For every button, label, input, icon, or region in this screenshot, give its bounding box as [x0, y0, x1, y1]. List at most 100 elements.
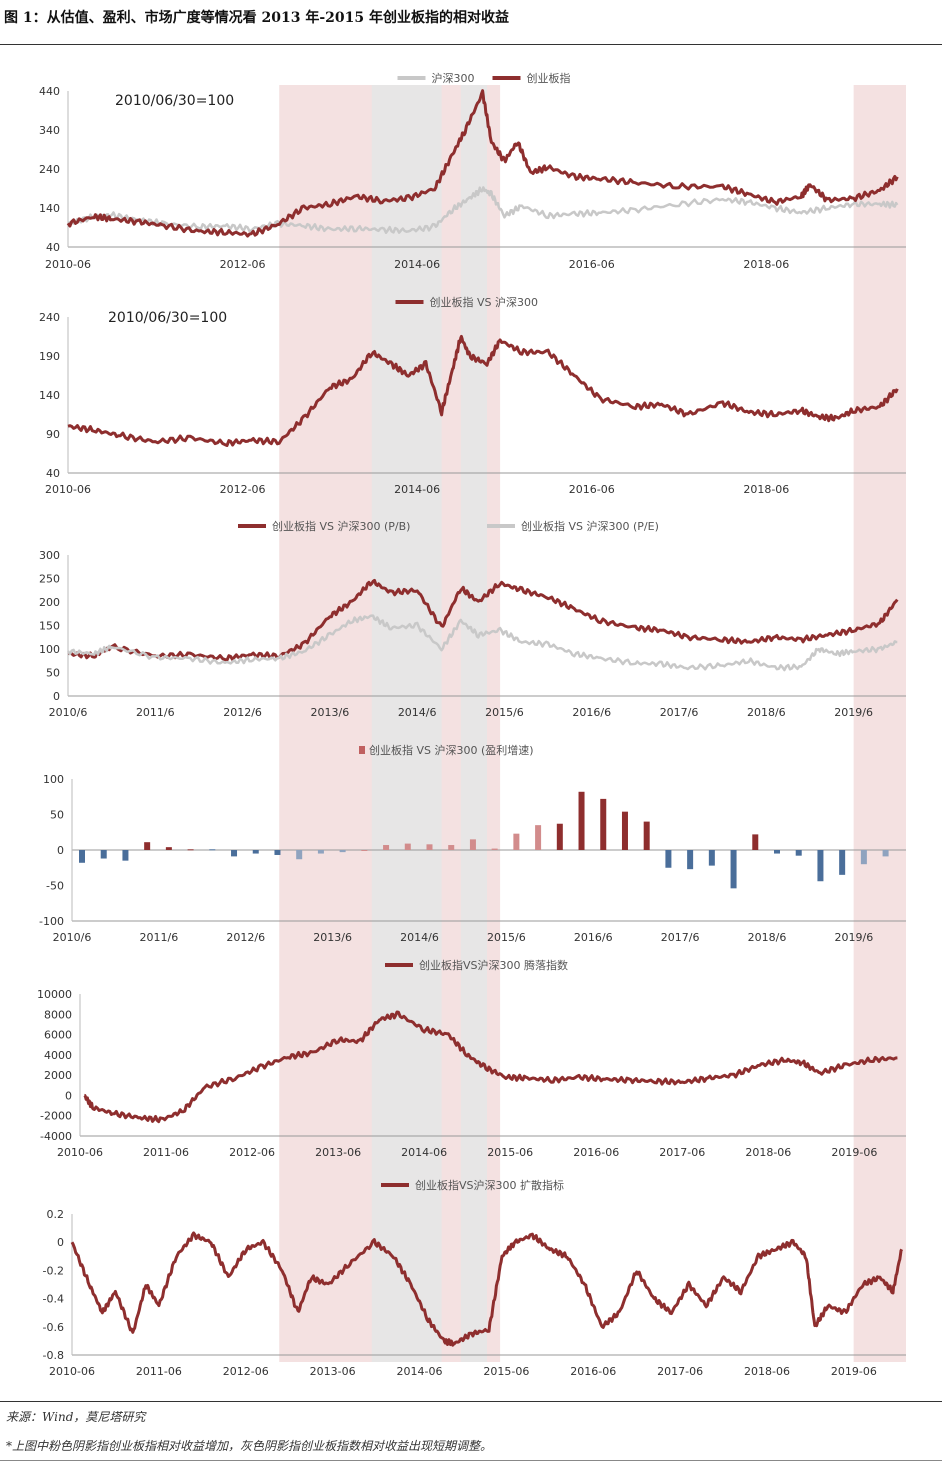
y-tick-label: 0: [53, 690, 60, 703]
x-tick-label: 2014-06: [397, 1365, 443, 1378]
bar: [730, 850, 737, 889]
bar: [600, 798, 607, 850]
series-line-1: [66, 89, 899, 238]
highlight-band-gray-2: [460, 85, 487, 1362]
y-tick-label: -100: [39, 915, 64, 928]
y-tick-label: 8000: [44, 1008, 72, 1021]
series-line-0: [67, 334, 899, 447]
y-tick-label: 90: [46, 428, 60, 441]
y-tick-label: 50: [46, 667, 60, 680]
x-tick-label: 2010-06: [45, 483, 91, 496]
y-tick-label: 150: [39, 620, 60, 633]
highlight-band-pink-3: [853, 85, 906, 1362]
x-tick-label: 2013-06: [310, 1365, 356, 1378]
bar: [774, 850, 780, 854]
y-tick-label: 2000: [44, 1069, 72, 1082]
y-tick-label: 40: [46, 241, 60, 254]
x-tick-label: 2012/6: [226, 931, 265, 944]
x-tick-label: 2015-06: [487, 1146, 533, 1159]
y-tick-label: 200: [39, 596, 60, 609]
highlight-band-gray-1: [371, 85, 442, 1362]
x-tick-label: 2011/6: [136, 706, 175, 719]
y-tick-label: -4000: [40, 1130, 72, 1143]
x-tick-label: 2015/6: [487, 931, 526, 944]
x-tick-label: 2018-06: [745, 1146, 791, 1159]
bar: [556, 823, 563, 850]
y-tick-label: 440: [39, 85, 60, 98]
bar: [535, 825, 542, 850]
legend-label: 创业板指 VS 沪深300 (P/E): [521, 519, 659, 533]
legend-label: 创业板指 VS 沪深300: [430, 295, 539, 309]
y-tick-label: 10000: [37, 988, 72, 1001]
x-tick-label: 2012-06: [229, 1146, 275, 1159]
y-tick-label: 140: [39, 202, 60, 215]
x-tick-label: 2012-06: [220, 483, 266, 496]
x-tick-label: 2015-06: [483, 1365, 529, 1378]
y-tick-label: 0.2: [47, 1208, 65, 1221]
x-tick-label: 2017/6: [660, 706, 699, 719]
y-tick-label: 0: [65, 1089, 72, 1102]
x-tick-label: 2013/6: [311, 706, 350, 719]
bar: [274, 850, 281, 855]
series-line-0: [67, 578, 899, 662]
legend-label: 创业板指VS沪深300 扩散指标: [415, 1178, 564, 1192]
charts-canvas: 40 140 240 340 440 2010-06 2012-06 2014-06 2016-…: [37, 71, 906, 1378]
legend-label: 创业板指: [527, 71, 571, 85]
x-tick-label: 2016/6: [574, 931, 613, 944]
bar: [752, 834, 759, 850]
x-tick-label: 2014-06: [394, 483, 440, 496]
series-line-0: [67, 186, 899, 234]
legend-swatch: [359, 746, 365, 754]
bar: [404, 843, 411, 850]
footnote: *上图中粉色阴影指创业板指相对收益增加，灰色阴影指创业板指数相对收益出现短期调整…: [6, 1439, 493, 1453]
source-rule: [0, 1401, 942, 1402]
y-tick-label: 100: [43, 773, 64, 786]
bar: [361, 850, 368, 851]
bar: [643, 821, 650, 850]
bar: [122, 850, 129, 861]
series-line-0: [83, 1010, 898, 1124]
x-tick-label: 2018/6: [747, 706, 786, 719]
chart-annotation: 2010/06/30=100: [108, 310, 227, 326]
bar: [817, 850, 824, 882]
y-tick-label: -0.8: [43, 1349, 64, 1362]
bar: [144, 842, 151, 850]
legend-label: 创业板指 VS 沪深300 (盈利增速): [369, 743, 534, 757]
bar: [383, 845, 390, 850]
bar: [426, 844, 433, 850]
y-tick-label: -0.2: [43, 1264, 64, 1277]
x-tick-label: 2019/6: [835, 931, 874, 944]
y-tick-label: 140: [39, 389, 60, 402]
y-tick-label: 40: [46, 467, 60, 480]
bar: [100, 850, 107, 859]
x-tick-label: 2010-06: [45, 258, 91, 271]
y-tick-label: 0: [57, 844, 64, 857]
bar: [187, 849, 194, 851]
series-line-0: [70, 1231, 904, 1347]
x-tick-label: 2019/6: [834, 706, 873, 719]
bar: [491, 848, 498, 850]
y-tick-label: -0.4: [43, 1293, 64, 1306]
bar: [860, 850, 867, 865]
x-tick-label: 2016-06: [573, 1146, 619, 1159]
bar: [469, 839, 476, 850]
y-tick-label: -50: [46, 880, 64, 893]
x-tick-label: 2011-06: [136, 1365, 182, 1378]
bar: [339, 850, 346, 853]
x-tick-label: 2019-06: [831, 1146, 877, 1159]
bar: [79, 850, 85, 863]
legend-label: 创业板指VS沪深300 腾落指数: [419, 958, 568, 972]
bar: [708, 850, 715, 866]
bar: [687, 850, 694, 870]
x-tick-label: 2018/6: [748, 931, 787, 944]
bar: [513, 833, 520, 850]
y-tick-label: 50: [50, 809, 64, 822]
title-rule: [0, 44, 942, 45]
x-tick-label: 2017/6: [661, 931, 700, 944]
y-tick-label: -2000: [40, 1110, 72, 1123]
bar: [665, 850, 672, 868]
x-tick-label: 2011-06: [143, 1146, 189, 1159]
x-tick-label: 2014-06: [401, 1146, 447, 1159]
legend-label: 沪深300: [432, 71, 475, 85]
x-tick-label: 2016-06: [569, 483, 615, 496]
